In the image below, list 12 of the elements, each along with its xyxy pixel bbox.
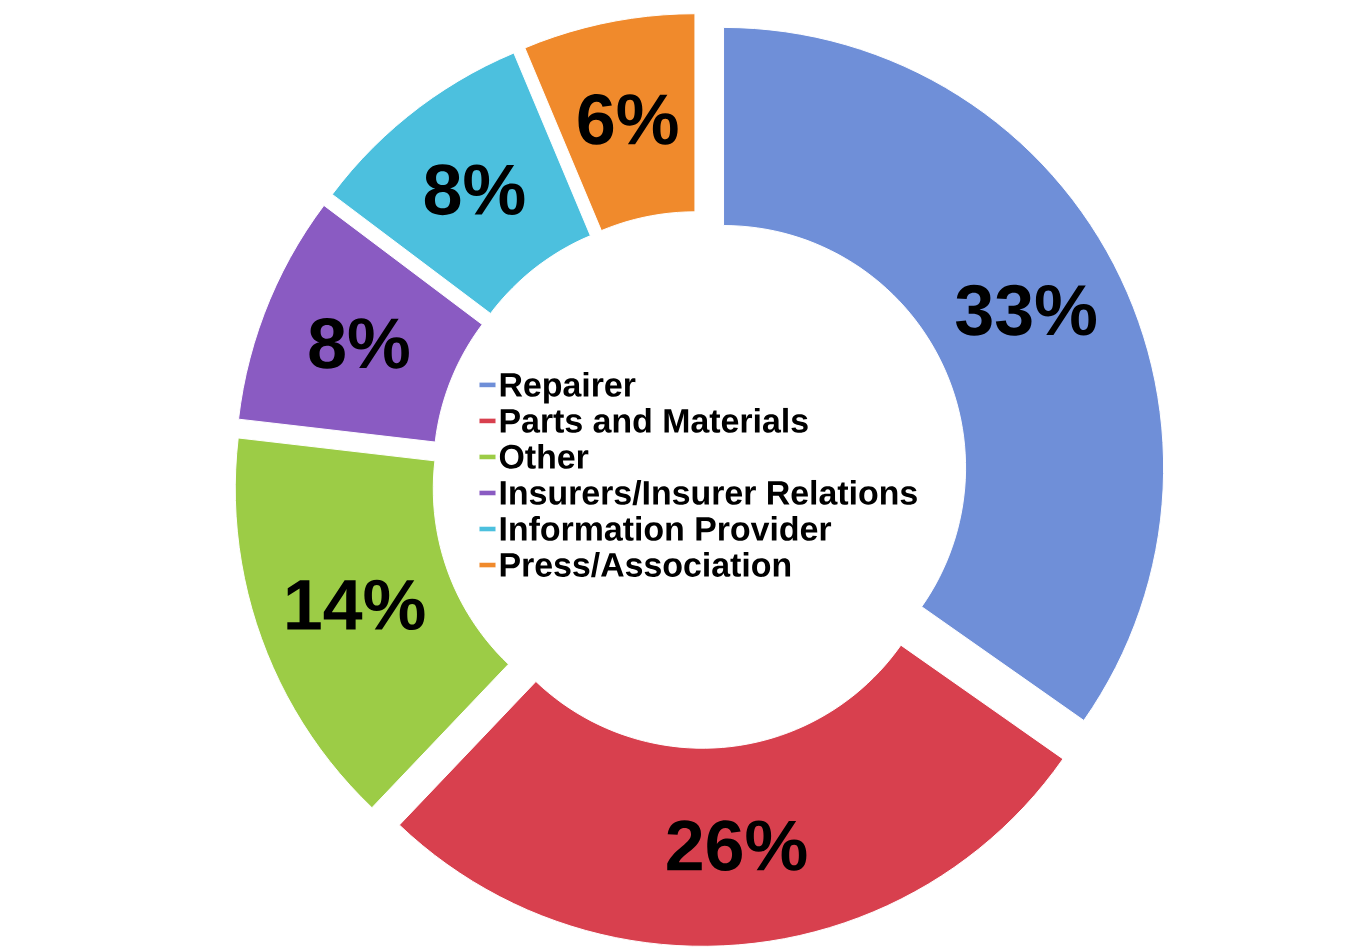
legend-label: Press/Association	[500, 552, 791, 578]
data-label: 26%	[667, 820, 807, 872]
legend-label: Repairer	[500, 371, 636, 404]
legend-label: Other	[499, 443, 589, 469]
data-label: 6%	[578, 94, 678, 145]
legend-label: Insurers/Insurer Relations	[500, 479, 917, 506]
data-label: 33%	[955, 284, 1096, 336]
data-label: 14%	[287, 579, 425, 631]
data-label: 8%	[424, 164, 525, 216]
legend-label: Parts and Materials	[500, 407, 808, 433]
data-label: 8%	[309, 318, 409, 369]
legend-label: Information Provider	[500, 516, 832, 541]
